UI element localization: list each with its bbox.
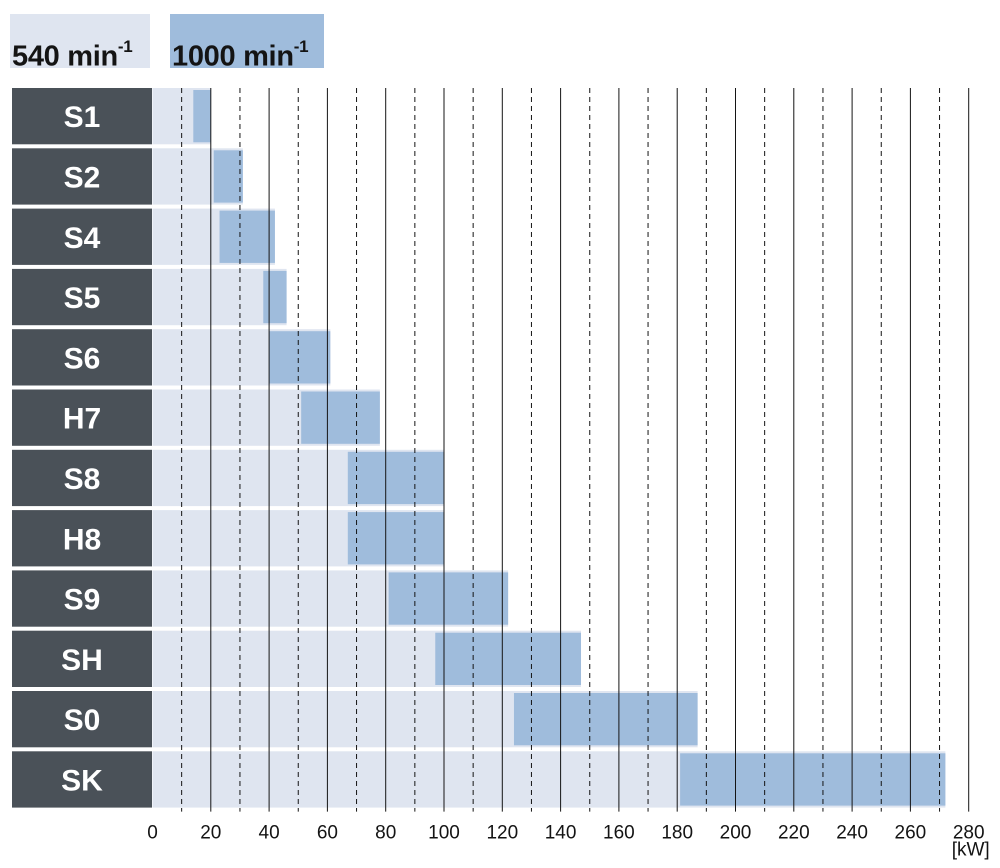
- category-label: H7: [63, 403, 101, 436]
- x-tick-label: 100: [428, 823, 460, 844]
- x-tick-label: 0: [147, 823, 158, 844]
- x-tick-label: 280: [953, 823, 985, 844]
- category-label: S5: [64, 282, 101, 315]
- category-label-bg: [12, 88, 152, 145]
- category-label: S0: [64, 704, 101, 737]
- x-tick-label: 220: [778, 823, 810, 844]
- x-tick-label: 20: [200, 823, 221, 844]
- category-label-bg: [12, 691, 152, 748]
- legend-label-540: 540 min-1: [12, 37, 133, 73]
- x-tick-label: 60: [317, 823, 338, 844]
- category-label: SH: [61, 644, 103, 677]
- category-label: SK: [61, 764, 103, 797]
- category-label-bg: [12, 208, 152, 265]
- x-tick-label: 140: [545, 823, 577, 844]
- x-axis-unit-label: [kW]: [952, 840, 990, 861]
- bar-1000: [347, 451, 444, 505]
- x-tick-label: 160: [603, 823, 635, 844]
- category-label-bg: [12, 268, 152, 326]
- bar-1000: [301, 391, 380, 444]
- bar-1000: [435, 632, 582, 685]
- bar-1000: [213, 150, 243, 203]
- bar-1000: [388, 572, 509, 625]
- category-label-bg: [12, 389, 152, 446]
- category-label-bg: [12, 329, 152, 386]
- category-label: S4: [64, 222, 101, 255]
- bar-1000: [680, 753, 946, 806]
- legend-label-1000: 1000 min-1: [172, 37, 309, 73]
- category-label: S9: [64, 584, 101, 617]
- category-label: S8: [64, 463, 101, 496]
- x-tick-label: 40: [259, 823, 280, 844]
- category-label-bg: [12, 148, 152, 205]
- category-label-bg: [12, 751, 152, 808]
- legend-item-1000: 1000 min-1: [170, 14, 324, 73]
- category-label: S1: [64, 101, 101, 134]
- category-label: H8: [63, 523, 101, 556]
- bar-1000: [513, 693, 698, 746]
- category-label: S2: [64, 161, 101, 194]
- x-tick-label: 120: [486, 823, 518, 844]
- x-tick-label: 180: [661, 823, 693, 844]
- category-label-bg: [12, 510, 152, 567]
- legend-item-540: 540 min-1: [10, 14, 150, 73]
- bar-1000: [347, 512, 444, 565]
- category-label-bg: [12, 449, 152, 507]
- x-tick-label: 200: [720, 823, 752, 844]
- bar-1000: [193, 90, 211, 143]
- category-label-bg: [12, 630, 152, 687]
- x-tick-label: 240: [836, 823, 868, 844]
- category-label: S6: [64, 342, 101, 375]
- x-tick-label: 260: [895, 823, 927, 844]
- x-tick-label: 80: [375, 823, 396, 844]
- category-label-bg: [12, 570, 152, 627]
- bar-1000: [269, 331, 331, 384]
- bar-1000: [263, 270, 287, 324]
- bar-1000: [219, 210, 275, 263]
